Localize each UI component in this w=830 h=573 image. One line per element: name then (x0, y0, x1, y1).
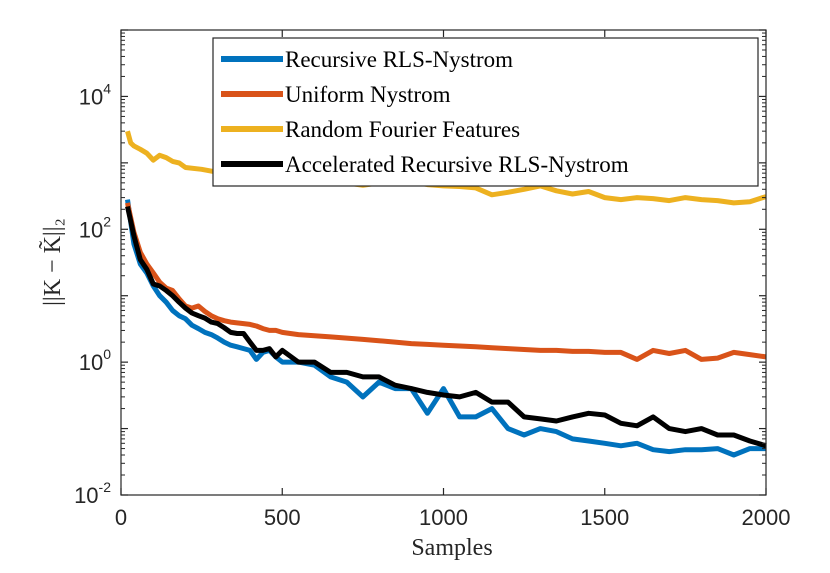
axis-layer: 0 500 1000 1500 2000 10-2 100 102 104 (74, 29, 791, 530)
x-axis-title: Samples (411, 535, 492, 561)
x-tick-label: 2000 (742, 505, 791, 530)
y-tick-label: 102 (79, 213, 111, 242)
x-tick-label: 1500 (580, 505, 629, 530)
x-tick-label: 0 (115, 505, 127, 530)
series-line-4 (125, 205, 767, 449)
x-tick-label: 500 (264, 505, 301, 530)
legend: Recursive RLS-Nystrom Uniform Nystrom Rand… (212, 37, 759, 187)
legend-label-4: Accelerated Recursive RLS-Nystrom (285, 152, 629, 177)
legend-box (212, 37, 759, 187)
legend-label-3: Random Fourier Features (285, 117, 520, 142)
y-tick-label: 100 (79, 346, 111, 375)
y-axis-title: ||K − K̃||₂ (38, 218, 66, 306)
y-tick-label: 104 (79, 80, 111, 109)
y-tick-label: 10-2 (74, 479, 111, 508)
series-line-1 (125, 199, 766, 458)
legend-label-2: Uniform Nystrom (285, 82, 451, 107)
x-tick-label: 1000 (419, 505, 468, 530)
legend-label-1: Recursive RLS-Nystrom (285, 47, 513, 72)
